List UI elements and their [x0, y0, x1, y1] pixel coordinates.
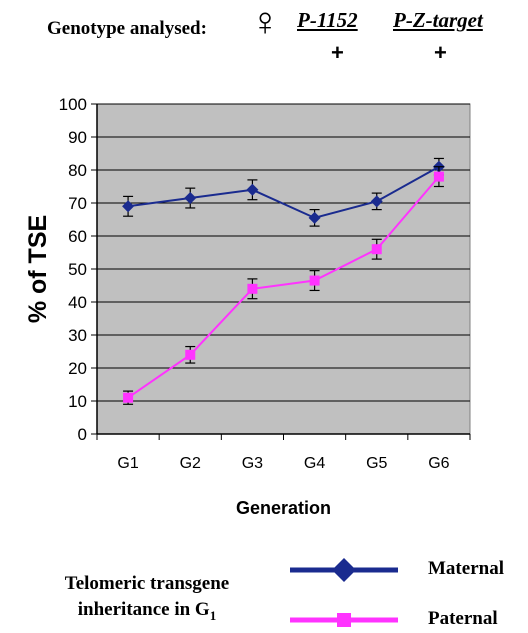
plot-area: 0 10 20 30 40 50 60 70 80 90 100 G1 G2 G3 G4 G5 G6 Genera… [24, 95, 471, 518]
data-point-maternal [184, 192, 197, 205]
y-tick-label: 100 [59, 95, 87, 114]
y-axis-label: % of TSE [24, 215, 52, 323]
x-tick-label: G5 [366, 455, 387, 472]
genotype-header: Genotype analysed: ♀ P-1152 P-Z-target +… [0, 0, 528, 80]
y-tick-label: 40 [68, 293, 87, 312]
allele-pz-target-plus: + [434, 40, 447, 65]
legend: Telomeric transgene inheritance in G1 Ma… [0, 545, 528, 633]
legend-title-line1: Telomeric transgene [64, 573, 230, 594]
data-point-maternal [370, 195, 383, 208]
legend-maternal-diamond-icon [332, 558, 356, 582]
data-point-maternal [308, 211, 321, 224]
data-point-paternal [371, 244, 382, 255]
data-point-maternal [246, 183, 259, 196]
y-tick-label: 10 [68, 392, 87, 411]
x-tick-label: G2 [180, 455, 201, 472]
x-tick-label: G1 [117, 455, 138, 472]
x-tick-label: G4 [304, 455, 325, 472]
legend-maternal-label: Maternal [428, 558, 504, 579]
legend-title-line2: inheritance in G1 [27, 597, 267, 629]
series-line-paternal [127, 175, 440, 399]
telomeric-transgene-chart: 0 10 20 30 40 50 60 70 80 90 100 G1 G2 G3 G4 G5 G6 Genera… [24, 95, 471, 518]
data-point-paternal [247, 283, 258, 294]
legend-title-line2-text: inheritance in G [77, 599, 210, 620]
allele-p1152: P-1152 [297, 8, 358, 32]
y-tick-label: 50 [68, 260, 87, 279]
data-point-paternal [123, 392, 134, 403]
x-tick-label: G6 [428, 455, 449, 472]
y-tick-label: 80 [68, 161, 87, 180]
x-tick-label: G3 [242, 455, 263, 472]
allele-p1152-plus: + [331, 40, 344, 65]
data-point-maternal [122, 200, 135, 213]
genotype-label: Genotype analysed: [47, 18, 207, 39]
allele-pz-target: P-Z-target [393, 8, 483, 32]
y-tick-label: 90 [68, 128, 87, 147]
legend-keys [290, 558, 398, 627]
female-symbol-icon: ♀ [250, 0, 280, 44]
data-point-paternal [185, 349, 196, 360]
legend-title-line2-subscript: 1 [209, 607, 217, 623]
y-tick-label: 60 [68, 227, 87, 246]
legend-title: Telomeric transgene inheritance in G1 [27, 571, 267, 629]
data-point-paternal [309, 275, 320, 286]
legend-paternal-square-icon [337, 613, 351, 627]
y-tick-label: 30 [68, 326, 87, 345]
y-tick-label: 70 [68, 194, 87, 213]
data-point-paternal [433, 171, 444, 182]
series-line-maternal [127, 165, 440, 219]
y-tick-label: 0 [78, 425, 87, 444]
x-axis-label: Generation [236, 498, 331, 518]
legend-paternal-label: Paternal [428, 608, 498, 629]
y-tick-label: 20 [68, 359, 87, 378]
